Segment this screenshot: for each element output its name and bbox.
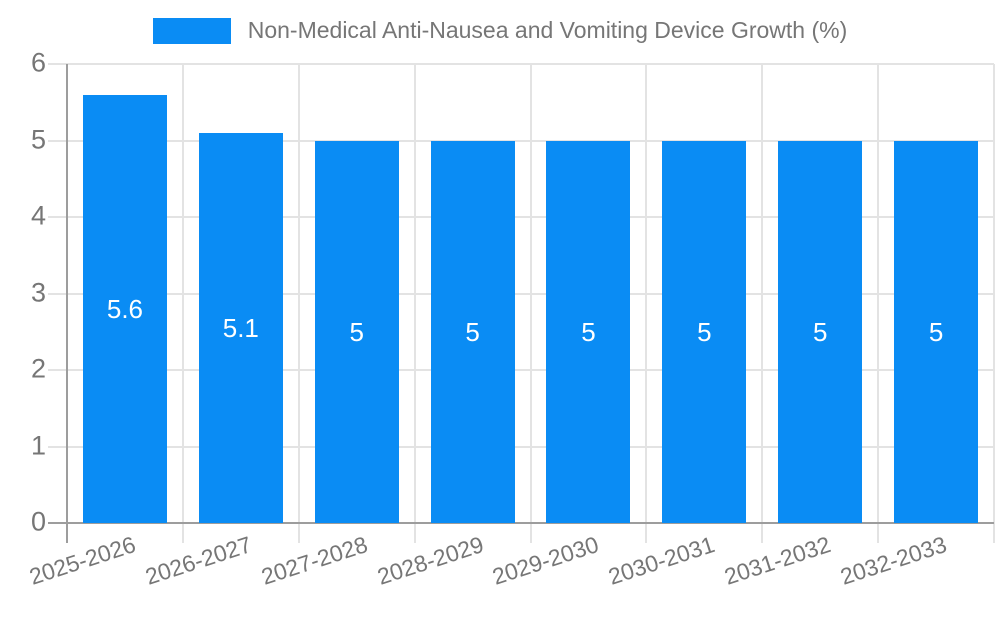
bar-value-label: 5 — [928, 316, 944, 347]
bar-value-label: 5.1 — [222, 312, 259, 343]
gridline-vertical — [297, 64, 300, 523]
y-axis-tick — [48, 139, 67, 142]
x-axis-tick — [297, 523, 300, 543]
y-axis-tick — [48, 216, 67, 218]
gridline-vertical — [181, 64, 184, 523]
bar-value-label: 5 — [465, 316, 480, 347]
y-axis-tick-label: 2 — [30, 353, 46, 384]
gridline-vertical — [761, 64, 764, 523]
y-axis-tick-label: 5 — [30, 123, 46, 154]
x-axis-tick — [877, 523, 880, 543]
bar[interactable] — [662, 140, 747, 523]
legend[interactable]: Non-Medical Anti-Nausea and Vomiting Dev… — [0, 17, 1000, 45]
y-axis-tick-label: 1 — [30, 429, 46, 460]
gridline-vertical — [529, 64, 532, 523]
y-axis-tick-label: 3 — [30, 276, 46, 307]
x-axis-line — [48, 522, 994, 524]
legend-swatch[interactable] — [152, 17, 231, 44]
bar[interactable] — [546, 140, 631, 523]
y-axis-tick — [48, 445, 67, 448]
x-axis-tick — [529, 523, 532, 543]
gridline-vertical — [413, 64, 416, 523]
bar-value-label: 5 — [697, 316, 712, 347]
bar-value-label: 5 — [812, 316, 828, 347]
y-axis-tick — [48, 292, 67, 295]
bar-value-label: 5 — [349, 316, 364, 347]
x-axis-tick — [993, 523, 995, 543]
bar-value-label: 5.6 — [106, 293, 144, 324]
x-axis-tick — [761, 523, 764, 543]
x-axis-tick — [413, 523, 416, 543]
x-axis-tick — [645, 523, 648, 543]
y-axis-line — [66, 64, 68, 543]
x-axis-tick — [181, 523, 184, 543]
y-axis-tick — [48, 369, 67, 371]
bar[interactable] — [778, 140, 863, 523]
gridline-vertical — [993, 64, 995, 523]
y-axis-tick-label: 6 — [30, 47, 46, 78]
bar-chart: Non-Medical Anti-Nausea and Vomiting Dev… — [0, 17, 1000, 590]
gridline-vertical — [877, 64, 880, 523]
y-axis-tick-label: 4 — [30, 200, 46, 231]
chart-title: Non-Medical Anti-Nausea and Vomiting Dev… — [247, 17, 848, 43]
y-axis-tick — [48, 63, 67, 65]
bar[interactable] — [314, 140, 399, 523]
y-axis-tick-label: 0 — [30, 506, 46, 537]
bar[interactable] — [430, 140, 515, 523]
bar-value-label: 5 — [581, 316, 596, 347]
bar[interactable] — [198, 132, 283, 523]
gridline-vertical — [645, 64, 648, 523]
bar[interactable] — [894, 140, 979, 523]
bar[interactable] — [82, 94, 167, 523]
